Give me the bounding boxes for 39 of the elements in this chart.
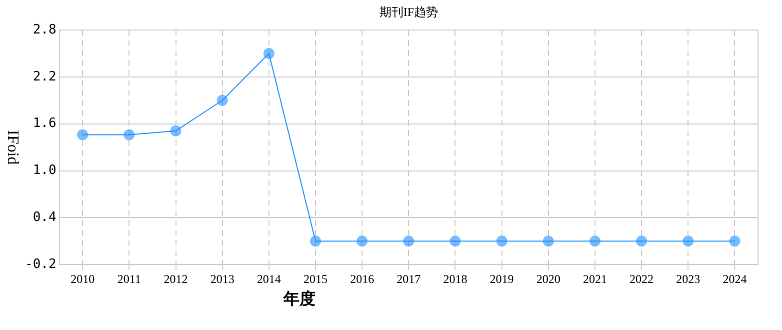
y-tick-label: -0.2 <box>24 256 56 272</box>
x-tick-label: 2021 <box>582 272 607 286</box>
point <box>542 236 554 247</box>
x-tick-label: 2011 <box>117 272 141 286</box>
point <box>77 129 88 140</box>
point <box>124 129 135 140</box>
x-axis-title: 年度 <box>282 289 316 308</box>
point <box>589 236 600 247</box>
x-tick-label: 2022 <box>630 272 654 286</box>
x-tick-label: 2015 <box>303 272 328 286</box>
x-tick-label: 2017 <box>396 272 421 286</box>
point <box>170 125 182 136</box>
point <box>310 236 321 247</box>
point <box>403 236 414 247</box>
x-tick-label: 2010 <box>70 272 95 286</box>
y-tick-label: 2.8 <box>32 22 56 38</box>
x-tick-label: 2023 <box>676 272 700 286</box>
x-tick-label: 2013 <box>210 272 234 286</box>
y-tick-label: 2.2 <box>32 69 56 84</box>
point <box>636 236 648 247</box>
point <box>216 94 228 106</box>
y-tick-label: 1.0 <box>32 163 56 178</box>
x-tick-label: 2024 <box>722 272 747 286</box>
y-tick-label: 0.4 <box>32 210 56 226</box>
point <box>263 48 274 59</box>
y-axis-title: IFoid <box>4 130 21 165</box>
point <box>356 236 368 247</box>
chart-title: 期刊IF趋势 <box>379 5 438 20</box>
point <box>729 236 740 247</box>
x-tick-label: 2012 <box>164 272 188 286</box>
x-tick-label: 2018 <box>443 272 468 286</box>
point <box>682 236 694 247</box>
point <box>450 236 461 247</box>
x-tick-label: 2020 <box>536 272 560 286</box>
point <box>496 236 508 247</box>
x-tick-label: 2016 <box>350 272 374 286</box>
y-tick-label: 1.6 <box>32 116 56 132</box>
x-tick-label: 2014 <box>256 272 281 286</box>
x-tick-label: 2019 <box>490 272 514 286</box>
